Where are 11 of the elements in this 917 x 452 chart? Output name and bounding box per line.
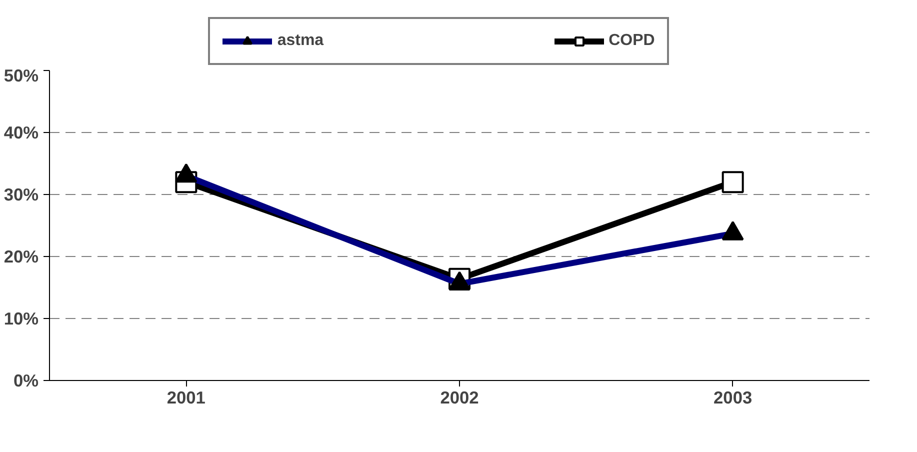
y-tick-label: 50%	[4, 66, 39, 86]
x-tick-label: 2002	[440, 388, 479, 408]
y-tick-label: 10%	[4, 308, 39, 328]
legend-label: astma	[277, 32, 324, 50]
x-tick-label: 2003	[714, 388, 752, 408]
y-tick-label: 0%	[13, 370, 38, 390]
y-tick-label: 40%	[4, 122, 39, 142]
y-tick-label: 30%	[4, 184, 39, 204]
legend-label: COPD	[608, 32, 655, 50]
y-tick-label: 20%	[4, 246, 39, 266]
x-tick-label: 2001	[166, 388, 206, 408]
